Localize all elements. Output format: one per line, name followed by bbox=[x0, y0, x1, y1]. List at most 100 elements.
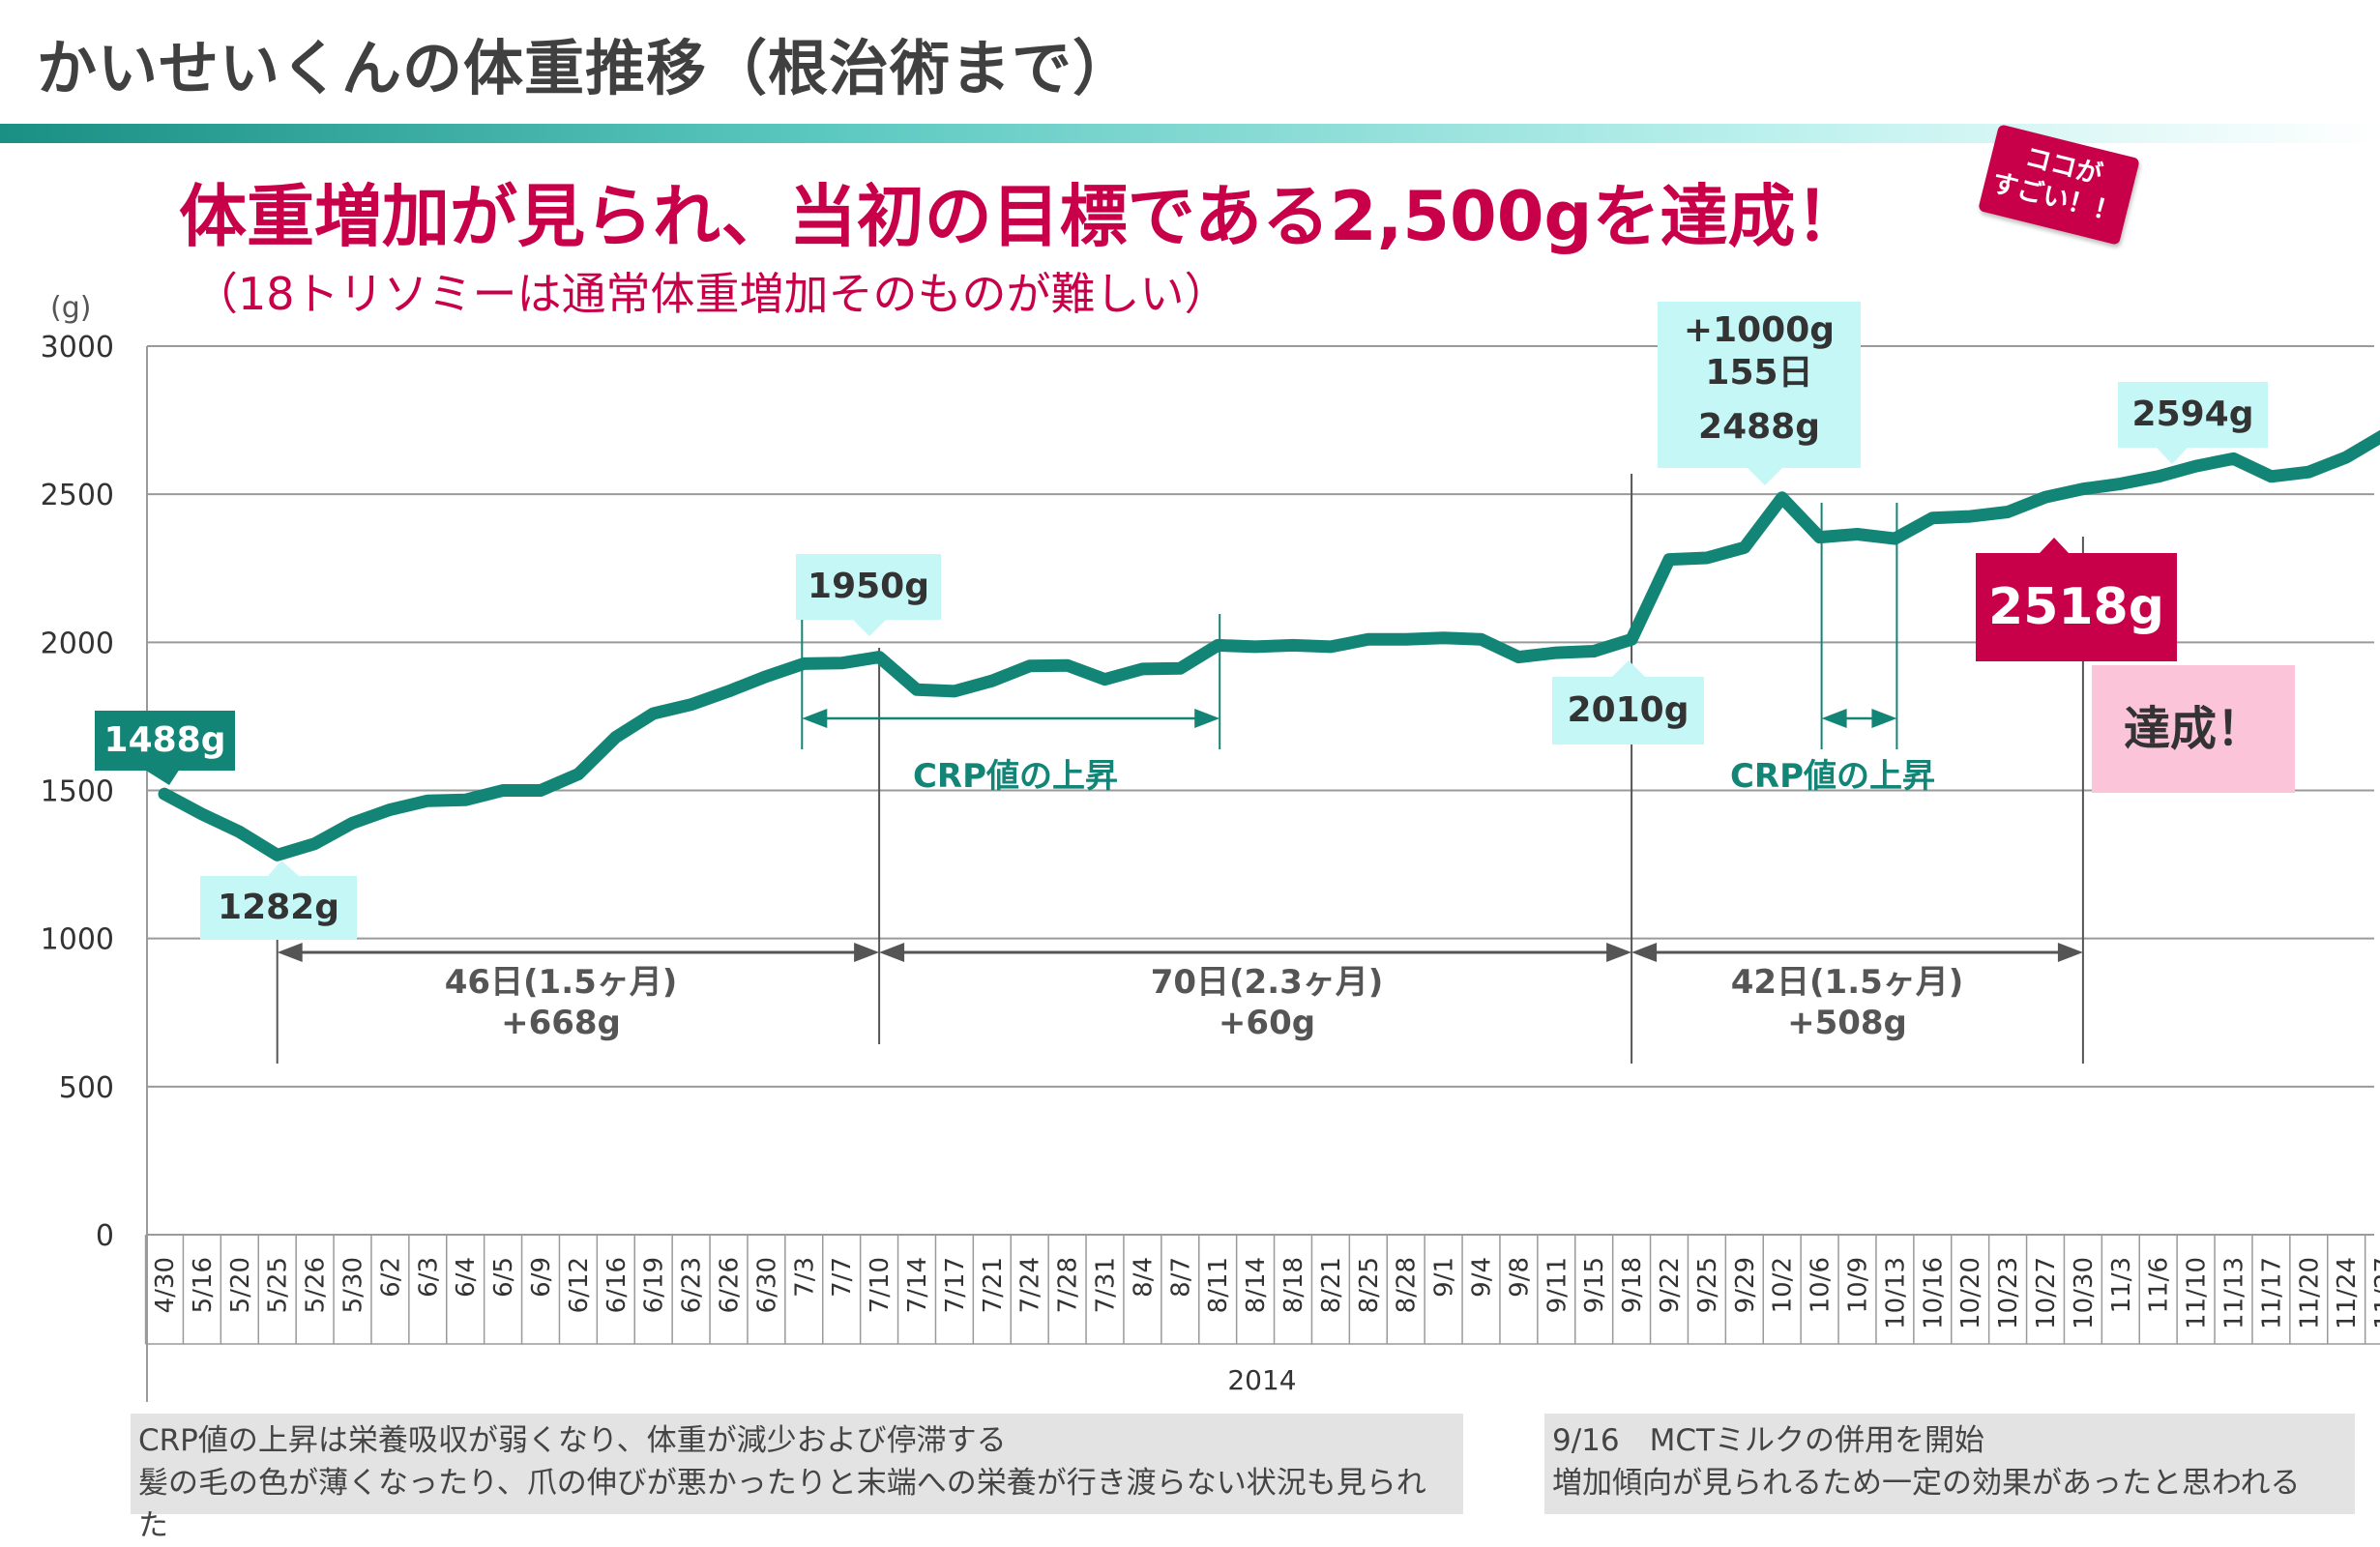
period-arrow-3-head-left bbox=[1631, 943, 1658, 962]
callout-min-weight: 1282g bbox=[200, 876, 357, 940]
y-tick-label: 2000 bbox=[41, 627, 114, 660]
y-tick-labels: 0 500 1000 1500 2000 2500 3000 bbox=[41, 331, 114, 1253]
note-crp-line1: CRP値の上昇は栄養吸収が弱くなり、体重が減少および停滞する bbox=[138, 1423, 1007, 1458]
period-3-days: 42日(1.5ヶ月) bbox=[1730, 963, 1964, 1002]
x-tick-label: 11/24 bbox=[2333, 1257, 2362, 1329]
x-tick-label: 11/6 bbox=[2145, 1257, 2174, 1313]
x-tick-label: 8/25 bbox=[1355, 1257, 1384, 1313]
x-tick-label: 6/26 bbox=[716, 1257, 745, 1313]
x-tick-label: 6/12 bbox=[565, 1257, 594, 1313]
x-tick-label: 9/8 bbox=[1505, 1257, 1534, 1298]
x-tick-label: 6/3 bbox=[414, 1257, 443, 1298]
x-tick-label: 10/27 bbox=[2032, 1257, 2061, 1329]
period-3-gain: +508g bbox=[1787, 1004, 1907, 1042]
x-tick-label: 8/28 bbox=[1393, 1257, 1422, 1313]
x-tick-label: 10/13 bbox=[1881, 1257, 1910, 1329]
note-crp-line2: 髪の毛の色が薄くなったり、爪の伸びが悪かったりと末端への栄養が行き渡らない状況も… bbox=[138, 1466, 1426, 1543]
x-tick-labels: 4/30 5/16 5/20 5/25 5/26 5/30 6/2 6/3 6/4 6/5 6/9 6… bbox=[151, 1257, 2380, 1329]
y-tick-label: 1000 bbox=[41, 923, 114, 957]
callout-2518: 2518g bbox=[1976, 553, 2177, 661]
callout-2594: 2594g bbox=[2118, 382, 2268, 448]
x-tick-label: 9/25 bbox=[1693, 1257, 1722, 1313]
note-mct-line2: 増加傾向が見られるため一定の効果があったと思われる bbox=[1552, 1466, 2301, 1501]
x-tick-label: 7/21 bbox=[979, 1257, 1008, 1313]
period-arrow-2-head-left bbox=[879, 943, 905, 962]
x-tick-label: 5/26 bbox=[302, 1257, 331, 1313]
x-tick-label: 5/20 bbox=[226, 1257, 255, 1313]
x-tick-label: 7/7 bbox=[828, 1257, 857, 1298]
y-axis-label: (g) bbox=[50, 291, 91, 325]
x-tick-label: 11/17 bbox=[2257, 1257, 2286, 1329]
x-tick-label: 10/23 bbox=[1994, 1257, 2023, 1329]
x-tick-label: 9/11 bbox=[1543, 1257, 1572, 1313]
annotation-lines bbox=[276, 474, 2084, 1064]
x-tick-label: 6/5 bbox=[489, 1257, 518, 1298]
x-tick-label: 7/31 bbox=[1092, 1257, 1121, 1313]
callout-1950: 1950g bbox=[796, 554, 941, 620]
x-tick-label: 4/30 bbox=[151, 1257, 180, 1313]
x-tick-label: 10/6 bbox=[1807, 1257, 1836, 1313]
x-tick-label: 7/17 bbox=[941, 1257, 970, 1313]
period-arrow-3-head-right bbox=[2057, 943, 2083, 962]
pointer-min bbox=[268, 861, 299, 876]
x-tick-label: 8/4 bbox=[1129, 1257, 1158, 1298]
crp-arrow-2-head-left bbox=[1821, 709, 1847, 728]
pointer-peak bbox=[1748, 468, 1782, 485]
callout-peak: +1000g 155日 2488g bbox=[1658, 302, 1861, 468]
page-title: かいせいくんの体重推移（根治術まで） bbox=[37, 33, 1134, 103]
x-tick-label: 8/21 bbox=[1317, 1257, 1346, 1313]
x-tick-label: 7/14 bbox=[903, 1257, 932, 1313]
y-tick-label: 500 bbox=[59, 1071, 114, 1105]
x-tick-label: 9/22 bbox=[1656, 1257, 1685, 1313]
x-tick-label: 8/7 bbox=[1166, 1257, 1195, 1298]
crp-arrow-2-head-right bbox=[1871, 709, 1897, 728]
peak-weight: 2488g bbox=[1698, 407, 1820, 447]
x-tick-label: 6/19 bbox=[640, 1257, 669, 1313]
x-tick-label: 11/3 bbox=[2107, 1257, 2136, 1313]
x-tick-label: 9/1 bbox=[1430, 1257, 1459, 1298]
x-tick-label: 9/15 bbox=[1580, 1257, 1609, 1313]
x-tick-label: 6/23 bbox=[678, 1257, 707, 1313]
headline: 体重増加が見られ、当初の目標である2,500gを達成！ bbox=[179, 177, 1864, 256]
subline: （18トリソミーは通常体重増加そのものが難しい） bbox=[193, 268, 1229, 320]
x-tick-label: 6/4 bbox=[452, 1257, 481, 1298]
grid-lines bbox=[144, 345, 2380, 1402]
crp-label-2: CRP値の上昇 bbox=[1729, 757, 1936, 796]
title-underline bbox=[0, 124, 2380, 143]
achieve-badge: 達成！ bbox=[2092, 665, 2295, 793]
x-tick-label: 10/30 bbox=[2070, 1257, 2099, 1329]
x-tick-label: 8/11 bbox=[1204, 1257, 1233, 1313]
peak-days: 155日 bbox=[1705, 353, 1813, 393]
crp-arrow-1-head-right bbox=[1194, 709, 1220, 728]
pointer-2518 bbox=[2040, 538, 2069, 553]
note-mct: 9/16 MCTミルクの併用を開始 増加傾向が見られるため一定の効果があったと思… bbox=[1544, 1414, 2355, 1514]
period-arrow-1-head-left bbox=[277, 943, 303, 962]
pointer-2594 bbox=[2157, 448, 2188, 464]
period-1-days: 46日(1.5ヶ月) bbox=[444, 963, 678, 1002]
x-tick-label: 6/2 bbox=[376, 1257, 405, 1298]
peak-gain: +1000g bbox=[1683, 310, 1836, 350]
x-tick-label: 7/24 bbox=[1016, 1257, 1045, 1313]
period-2-gain: +60g bbox=[1218, 1004, 1316, 1042]
callout-start-weight: 1488g bbox=[95, 711, 235, 771]
x-tick-label: 8/14 bbox=[1242, 1257, 1271, 1313]
period-2-days: 70日(2.3ヶ月) bbox=[1150, 963, 1384, 1002]
y-tick-label: 3000 bbox=[41, 331, 114, 365]
period-3: 42日(1.5ヶ月) +508g bbox=[1654, 962, 2041, 1043]
x-tick-label: 7/3 bbox=[790, 1257, 819, 1298]
callout-2010: 2010g bbox=[1552, 677, 1704, 744]
period-arrow-2-head-right bbox=[1606, 943, 1632, 962]
x-tick-label: 11/10 bbox=[2183, 1257, 2212, 1329]
y-tick-label: 2500 bbox=[41, 479, 114, 512]
callout-pointers bbox=[143, 448, 2188, 876]
x-tick-label: 6/9 bbox=[527, 1257, 556, 1298]
period-1: 46日(1.5ヶ月) +668g bbox=[367, 962, 754, 1043]
x-tick-label: 11/13 bbox=[2220, 1257, 2249, 1329]
x-tick-label: 10/20 bbox=[1956, 1257, 1985, 1329]
period-2: 70日(2.3ヶ月) +60g bbox=[1073, 962, 1460, 1043]
period-arrow-1-head-right bbox=[854, 943, 880, 962]
y-tick-label: 1500 bbox=[41, 775, 114, 809]
x-tick-label: 10/2 bbox=[1769, 1257, 1798, 1313]
x-tick-label: 7/10 bbox=[866, 1257, 895, 1313]
